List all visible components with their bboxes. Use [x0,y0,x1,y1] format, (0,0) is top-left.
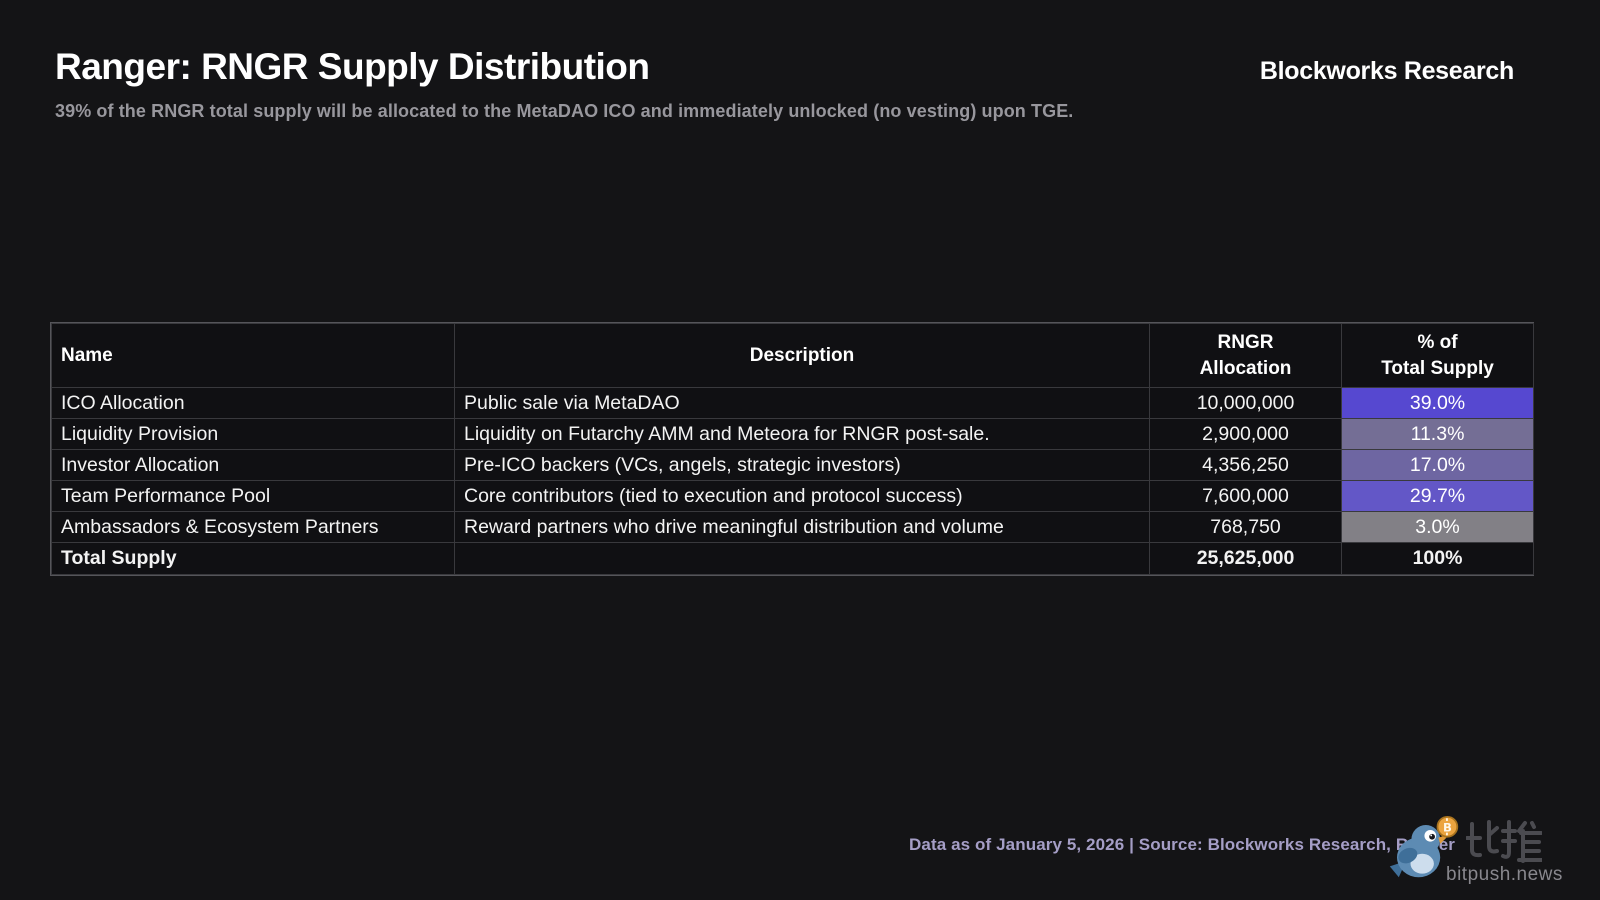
bitpush-domain-label: bitpush.news [1446,864,1563,885]
cell-pct: 3.0% [1341,511,1534,543]
cell-total-pct: 100% [1341,542,1534,575]
cell-total-label: Total Supply [51,542,455,575]
cell-name: Ambassadors & Ecosystem Partners [51,511,455,543]
cell-description: Reward partners who drive meaningful dis… [454,511,1150,543]
table-row: Liquidity Provision Liquidity on Futarch… [51,418,1534,450]
cell-description: Liquidity on Futarchy AMM and Meteora fo… [454,418,1150,450]
cell-allocation: 768,750 [1149,511,1342,543]
table-row: Investor Allocation Pre-ICO backers (VCs… [51,449,1534,481]
cell-name: Liquidity Provision [51,418,455,450]
bird-icon: B [1389,816,1459,878]
table-total-row: Total Supply 25,625,000 100% [51,542,1534,575]
cell-name: Investor Allocation [51,449,455,481]
cell-allocation: 4,356,250 [1149,449,1342,481]
svg-text:B: B [1443,820,1452,834]
col-header-description: Description [454,323,1150,388]
page-subtitle: 39% of the RNGR total supply will be all… [55,101,1074,121]
col-header-allocation-line2: Allocation [1199,357,1292,379]
col-header-allocation-line1: RNGR [1217,331,1274,353]
col-header-allocation: RNGR Allocation [1149,323,1342,388]
cell-allocation: 10,000,000 [1149,387,1342,419]
supply-table: Name Description RNGR Allocation % of To… [50,322,1534,576]
cell-pct: 17.0% [1341,449,1534,481]
bitcoin-coin-icon: B [1436,816,1459,838]
cell-name: ICO Allocation [51,387,455,419]
brand-logo: Blockworks Research [1259,57,1514,85]
cell-pct: 29.7% [1341,480,1534,512]
bitpush-watermark: B bitpush.news [1388,810,1568,896]
cell-pct: 39.0% [1341,387,1534,419]
source-note: Data as of January 5, 2026 | Source: Blo… [909,835,1455,854]
page-title: Ranger: RNGR Supply Distribution [55,46,650,87]
cell-allocation: 2,900,000 [1149,418,1342,450]
bitpush-cjk-logo [1466,820,1542,863]
table-row: Team Performance Pool Core contributors … [51,480,1534,512]
table-header-row: Name Description RNGR Allocation % of To… [51,323,1534,388]
table-row: ICO Allocation Public sale via MetaDAO 1… [51,387,1534,419]
cell-allocation: 7,600,000 [1149,480,1342,512]
cell-description: Public sale via MetaDAO [454,387,1150,419]
col-header-name: Name [51,323,455,388]
cell-name: Team Performance Pool [51,480,455,512]
cell-total-allocation: 25,625,000 [1149,542,1342,575]
col-header-pct-line1: % of [1417,331,1458,353]
col-header-pct-line2: Total Supply [1381,357,1494,379]
cell-description: Core contributors (tied to execution and… [454,480,1150,512]
table-row: Ambassadors & Ecosystem Partners Reward … [51,511,1534,543]
col-header-pct: % of Total Supply [1341,323,1534,388]
cell-total-description [454,542,1150,575]
cell-description: Pre-ICO backers (VCs, angels, strategic … [454,449,1150,481]
cell-pct: 11.3% [1341,418,1534,450]
